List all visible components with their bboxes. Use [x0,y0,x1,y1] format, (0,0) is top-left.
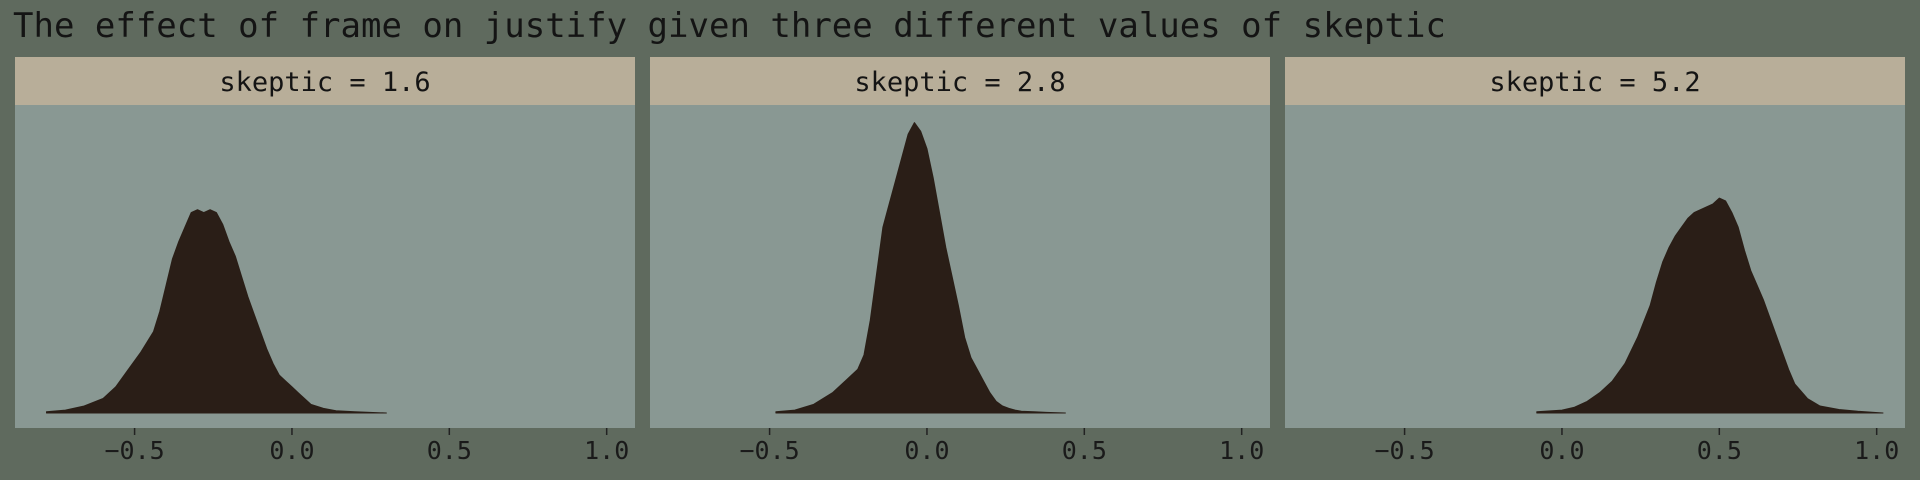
x-tick-label: 0.0 [269,436,314,465]
x-tick-label: 1.0 [584,436,629,465]
x-tick-label: −0.5 [739,436,799,465]
plot-area [15,105,635,428]
x-tick-label: 0.0 [1539,436,1584,465]
x-tick-label: 1.0 [1219,436,1264,465]
facet-strip-label: skeptic = 5.2 [1489,67,1700,98]
plot-area [1285,105,1905,428]
facet-strip [15,57,635,105]
facet-strip [1285,57,1905,105]
facet-panel-3: skeptic = 5.2 −0.5 0.0 0.5 1.0 [1285,57,1905,465]
x-tick-label: 0.5 [1062,436,1107,465]
facet-panel-1: skeptic = 1.6 −0.5 0.0 0.5 1.0 [15,57,635,465]
facet-strip-label: skeptic = 2.8 [854,67,1065,98]
facet-panel-2: skeptic = 2.8 −0.5 0.0 0.5 1.0 [650,57,1270,465]
density-area [775,122,1066,414]
x-tick-label: 0.5 [1697,436,1742,465]
x-tick-label: −0.5 [104,436,164,465]
facet-strip [650,57,1270,105]
chart-title: The effect of frame on justify given thr… [13,6,1446,46]
x-tick-label: 0.0 [904,436,949,465]
x-tick-label: 1.0 [1854,436,1899,465]
facet-strip-label: skeptic = 1.6 [219,67,430,98]
density-area [46,209,387,414]
density-area [1536,197,1884,414]
x-tick-label: −0.5 [1374,436,1434,465]
x-tick-label: 0.5 [427,436,472,465]
facet-panels: skeptic = 1.6 −0.5 0.0 0.5 1.0 skeptic = 2.8 −… [15,57,1905,465]
